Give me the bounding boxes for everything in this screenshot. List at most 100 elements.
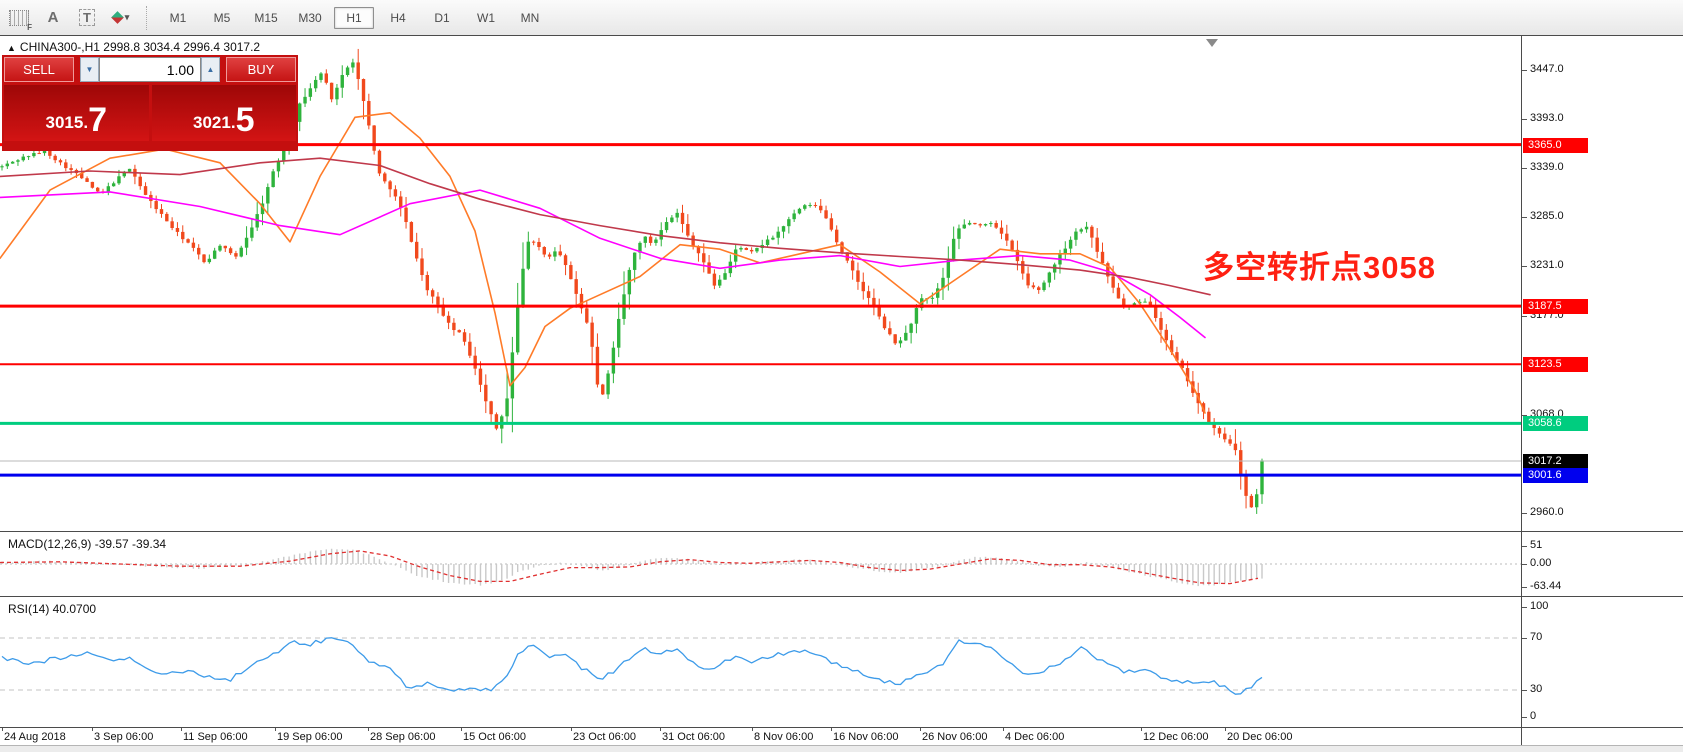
price-tick-label: 3447.0	[1530, 63, 1564, 75]
arrow-objects-icon[interactable]: ▾	[106, 5, 136, 31]
timeframe-button-m30[interactable]: M30	[298, 10, 322, 25]
timeframe-button-h4[interactable]: H4	[390, 10, 406, 25]
rsi-label: RSI(14) 40.0700	[8, 602, 97, 616]
axis-tick	[1522, 587, 1527, 588]
axis-tick	[1522, 513, 1527, 515]
time-tick	[571, 727, 572, 731]
axis-tick	[1522, 70, 1527, 71]
time-tick	[1141, 727, 1142, 731]
sell-button[interactable]: SELL	[4, 57, 74, 82]
panel-separator	[0, 35, 1683, 36]
timeframe-buttons: M1 M5 M15 M30 H1 H4 D1 W1 MN	[156, 6, 552, 29]
price-tick-label: 3231.0	[1530, 259, 1564, 272]
symbol-triangle-icon: ▲	[7, 43, 16, 53]
time-label: 12 Dec 06:00	[1143, 731, 1209, 743]
macd-axis-label: 51	[1530, 539, 1543, 551]
price-badge-3123.5: 3123.5	[1523, 357, 1588, 373]
time-label: 24 Aug 2018	[4, 731, 66, 743]
axis-tick	[1522, 564, 1527, 565]
timeframe-button-m15[interactable]: M15	[254, 10, 278, 25]
price-badge-3058.6: 3058.6	[1523, 416, 1588, 432]
sell-price-display[interactable]: 3015. 7	[4, 85, 149, 141]
buy-price-display[interactable]: 3021. 5	[151, 85, 296, 141]
volume-increase-button[interactable]: ▲	[201, 57, 220, 82]
axis-tick	[1522, 638, 1527, 639]
time-label: 23 Oct 06:00	[573, 731, 636, 743]
symbol-ohlc-header: ▲ CHINA300-,H1 2998.8 3034.4 2996.4 3017.…	[7, 40, 261, 54]
time-tick	[2, 727, 3, 731]
macd-panel[interactable]: MACD(12,26,9) -39.57 -39.34	[0, 533, 1521, 596]
axis-tick	[1522, 266, 1527, 268]
rsi-axis-label: 100	[1530, 600, 1549, 612]
rsi-axis-label: 0	[1530, 710, 1537, 722]
one-click-trading-panel: SELL ▼ ▲ BUY 3015.7 3021.5	[2, 55, 298, 151]
price-badge-3187.5: 3187.5	[1523, 299, 1588, 315]
time-label: 19 Sep 06:00	[277, 731, 343, 743]
macd-chart	[0, 548, 1521, 587]
time-tick	[275, 727, 276, 731]
axis-tick	[1522, 119, 1527, 121]
price-tick-label: 2960.0	[1530, 506, 1564, 519]
price-badge-3001.6: 3001.6	[1523, 468, 1588, 484]
price-tick-label: 3393.0	[1530, 112, 1564, 125]
time-tick	[660, 727, 661, 731]
bottom-strip	[0, 745, 1683, 752]
time-label: 3 Sep 06:00	[94, 731, 154, 743]
axis-tick	[1522, 717, 1527, 718]
price-tick-label: 3285.0	[1530, 210, 1564, 223]
time-tick	[831, 727, 832, 731]
time-label: 26 Nov 06:00	[922, 731, 988, 743]
price-tick-label: 3339.0	[1530, 161, 1564, 174]
timeframe-button-w1[interactable]: W1	[477, 10, 495, 25]
time-tick	[92, 727, 93, 731]
axis-tick	[1522, 315, 1527, 317]
rsi-panel[interactable]: RSI(14) 40.0700	[0, 598, 1521, 727]
indicator-grid-icon[interactable]: F	[4, 5, 34, 32]
time-tick	[752, 727, 753, 731]
axis-tick	[1522, 168, 1527, 170]
panel-separator	[0, 531, 1683, 532]
text-label-icon[interactable]: A	[47, 9, 59, 26]
rsi-axis-label: 70	[1530, 631, 1543, 643]
volume-decrease-button[interactable]: ▼	[80, 57, 99, 82]
time-tick	[920, 727, 921, 731]
time-label: 16 Nov 06:00	[833, 731, 899, 743]
time-tick	[1225, 727, 1226, 731]
axis-tick	[1522, 690, 1527, 691]
main-chart-panel[interactable]: ▲ CHINA300-,H1 2998.8 3034.4 2996.4 3017.…	[0, 36, 1521, 531]
timeframe-button-h1[interactable]: H1	[334, 6, 374, 29]
timeframe-button-m1[interactable]: M1	[169, 10, 187, 25]
rsi-axis-label: 30	[1530, 683, 1543, 695]
timeframe-button-m5[interactable]: M5	[213, 10, 231, 25]
top-toolbar: F A T ▾ M1 M5 M15 M30 H1 H4 D1 W1 MN	[0, 0, 1683, 36]
price-badge-3017.2: 3017.2	[1523, 453, 1588, 469]
volume-input[interactable]	[99, 57, 201, 82]
time-label: 8 Nov 06:00	[754, 731, 814, 743]
timeframe-button-d1[interactable]: D1	[434, 10, 450, 25]
axis-separator	[1521, 36, 1522, 745]
macd-axis-label: 0.00	[1530, 557, 1552, 569]
axis-tick	[1522, 414, 1527, 416]
macd-label: MACD(12,26,9) -39.57 -39.34	[8, 537, 167, 551]
price-axis-column: 3447.0 3393.0 3339.0 3285.0 3231.0 3177.0 3068…	[1522, 36, 1683, 745]
rsi-chart	[0, 637, 1521, 695]
text-box-icon[interactable]: T	[72, 5, 102, 31]
time-label: 11 Sep 06:00	[183, 731, 248, 743]
panel-separator	[0, 727, 1683, 728]
time-tick	[368, 727, 369, 731]
time-tick	[1003, 727, 1004, 731]
toolbar-separator	[146, 5, 148, 30]
time-axis: 24 Aug 2018 3 Sep 06:00 11 Sep 06:00 19 Sep…	[0, 727, 1683, 745]
axis-tick	[1522, 607, 1527, 608]
time-label: 15 Oct 06:00	[463, 731, 526, 743]
macd-axis-label: -63.44	[1530, 580, 1562, 592]
time-label: 28 Sep 06:00	[370, 731, 436, 743]
axis-tick	[1522, 546, 1527, 547]
time-label: 4 Dec 06:00	[1005, 731, 1065, 743]
timeframe-button-mn[interactable]: MN	[520, 10, 540, 25]
time-tick	[181, 727, 182, 731]
buy-button[interactable]: BUY	[226, 57, 296, 82]
candlestick-chart[interactable]	[0, 36, 1521, 531]
chart-annotation-text: 多空转折点3058	[1203, 250, 1436, 285]
price-badge-3365.0: 3365.0	[1523, 137, 1588, 153]
